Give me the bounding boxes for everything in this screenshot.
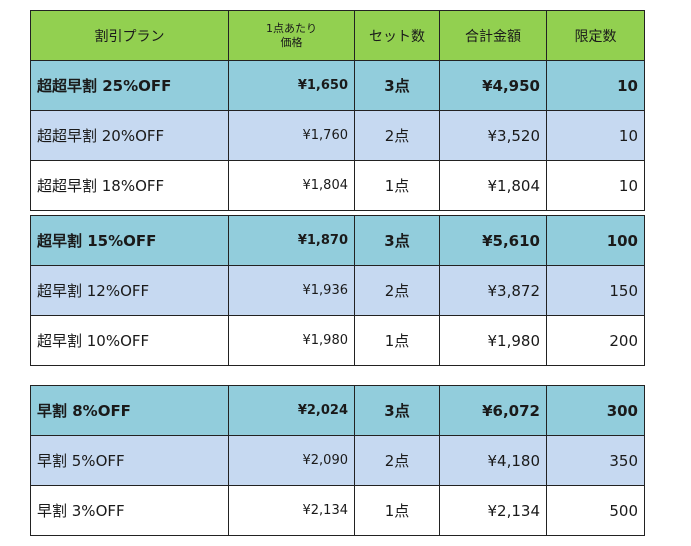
table-row: 早割 5%OFF ¥2,090 2点 ¥4,180 350 [30,435,645,486]
header-limit: 限定数 [546,10,645,61]
header-plan: 割引プラン [30,10,229,61]
plan-cell: 超早割 10%OFF [30,315,229,366]
sets-cell: 1点 [354,485,440,536]
header-unit-price: 1点あたり 価格 [228,10,355,61]
plan-cell: 早割 5%OFF [30,435,229,486]
price-table-super-super-early: 割引プラン 1点あたり 価格 セット数 合計金額 限定数 超超早割 25%OFF … [30,10,645,211]
unit-price-cell: ¥2,090 [228,435,355,486]
total-cell: ¥3,520 [439,110,547,161]
sets-cell: 3点 [354,60,440,111]
limit-cell: 300 [546,385,645,436]
unit-price-cell: ¥2,024 [228,385,355,436]
table-row: 超早割 10%OFF ¥1,980 1点 ¥1,980 200 [30,315,645,366]
sets-cell: 3点 [354,215,440,266]
sets-cell: 3点 [354,385,440,436]
total-cell: ¥6,072 [439,385,547,436]
table-row: 超超早割 20%OFF ¥1,760 2点 ¥3,520 10 [30,110,645,161]
table-row: 超超早割 25%OFF ¥1,650 3点 ¥4,950 10 [30,60,645,111]
total-cell: ¥5,610 [439,215,547,266]
limit-cell: 200 [546,315,645,366]
unit-price-cell: ¥1,870 [228,215,355,266]
limit-cell: 500 [546,485,645,536]
limit-cell: 10 [546,160,645,211]
table-row: 超早割 15%OFF ¥1,870 3点 ¥5,610 100 [30,215,645,266]
unit-price-cell: ¥1,760 [228,110,355,161]
plan-cell: 超超早割 25%OFF [30,60,229,111]
plan-cell: 早割 3%OFF [30,485,229,536]
table-row: 早割 3%OFF ¥2,134 1点 ¥2,134 500 [30,485,645,536]
sets-cell: 2点 [354,435,440,486]
table-header-row: 割引プラン 1点あたり 価格 セット数 合計金額 限定数 [30,10,645,61]
limit-cell: 350 [546,435,645,486]
unit-price-cell: ¥1,650 [228,60,355,111]
sets-cell: 2点 [354,110,440,161]
total-cell: ¥1,980 [439,315,547,366]
header-sets: セット数 [354,10,440,61]
header-total: 合計金額 [439,10,547,61]
plan-cell: 超超早割 20%OFF [30,110,229,161]
unit-price-cell: ¥1,804 [228,160,355,211]
plan-cell: 早割 8%OFF [30,385,229,436]
total-cell: ¥4,950 [439,60,547,111]
limit-cell: 150 [546,265,645,316]
unit-price-cell: ¥2,134 [228,485,355,536]
unit-price-cell: ¥1,980 [228,315,355,366]
header-unit-price-line2: 価格 [280,35,303,49]
limit-cell: 100 [546,215,645,266]
table-row: 超早割 12%OFF ¥1,936 2点 ¥3,872 150 [30,265,645,316]
table-row: 早割 8%OFF ¥2,024 3点 ¥6,072 300 [30,385,645,436]
total-cell: ¥3,872 [439,265,547,316]
limit-cell: 10 [546,110,645,161]
unit-price-cell: ¥1,936 [228,265,355,316]
plan-cell: 超超早割 18%OFF [30,160,229,211]
price-table-early: 早割 8%OFF ¥2,024 3点 ¥6,072 300 早割 5%OFF ¥… [30,385,645,536]
total-cell: ¥4,180 [439,435,547,486]
limit-cell: 10 [546,60,645,111]
total-cell: ¥2,134 [439,485,547,536]
price-table-super-early: 超早割 15%OFF ¥1,870 3点 ¥5,610 100 超早割 12%O… [30,215,645,366]
plan-cell: 超早割 15%OFF [30,215,229,266]
sets-cell: 2点 [354,265,440,316]
sets-cell: 1点 [354,315,440,366]
header-unit-price-line1: 1点あたり [266,21,317,35]
plan-cell: 超早割 12%OFF [30,265,229,316]
table-row: 超超早割 18%OFF ¥1,804 1点 ¥1,804 10 [30,160,645,211]
total-cell: ¥1,804 [439,160,547,211]
sets-cell: 1点 [354,160,440,211]
